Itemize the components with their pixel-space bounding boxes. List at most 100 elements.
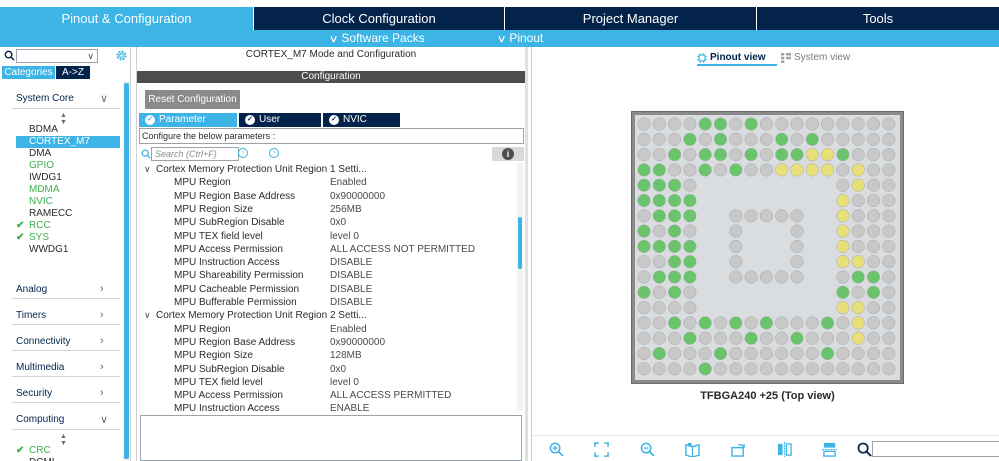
bga-pin[interactable]	[790, 148, 804, 162]
bga-pin[interactable]	[668, 224, 682, 238]
parameter-value[interactable]: 0x90000000	[330, 336, 386, 348]
tab-tools[interactable]: Tools	[757, 7, 999, 30]
bga-pin[interactable]	[866, 148, 881, 162]
info-button[interactable]: i	[492, 147, 524, 161]
bga-pin[interactable]	[713, 346, 728, 361]
peripheral-item[interactable]: BDMA	[16, 124, 120, 136]
bga-pin[interactable]	[652, 270, 666, 284]
bga-pin[interactable]	[744, 270, 758, 284]
bga-pin[interactable]	[775, 270, 789, 284]
bga-pin[interactable]	[836, 209, 850, 223]
bga-pin[interactable]	[698, 331, 712, 345]
parameter-row[interactable]: MPU TEX field level level 0	[139, 376, 517, 389]
bga-pin[interactable]	[882, 193, 896, 208]
bga-pin[interactable]	[851, 316, 865, 330]
bga-pin[interactable]	[836, 178, 850, 192]
bga-pin[interactable]	[744, 362, 758, 376]
reset-configuration-button[interactable]: Reset Configuration	[145, 90, 240, 109]
mpu-region-header[interactable]: ∨ Cortex Memory Protection Unit Region 1 …	[142, 163, 512, 176]
bga-pin[interactable]	[652, 163, 666, 177]
group-system-core[interactable]: System Core ∨	[16, 93, 109, 105]
bga-pin[interactable]	[729, 270, 743, 284]
bga-pin[interactable]	[668, 117, 682, 131]
bga-pin[interactable]	[652, 362, 666, 376]
bga-pin[interactable]	[637, 193, 651, 208]
search-next-icon[interactable]: ›	[269, 148, 279, 158]
bga-pin[interactable]	[713, 331, 728, 345]
bga-pin[interactable]	[683, 163, 697, 177]
bga-pin[interactable]	[744, 346, 758, 361]
bga-pin[interactable]	[668, 301, 682, 315]
peripheral-item[interactable]: GPIO	[16, 160, 120, 172]
bga-pin[interactable]	[866, 239, 881, 253]
bga-pin[interactable]	[851, 178, 865, 192]
bga-pin[interactable]	[668, 316, 682, 330]
bga-pin[interactable]	[851, 132, 865, 146]
bga-pin[interactable]	[821, 117, 835, 131]
bga-pin[interactable]	[652, 209, 666, 223]
bga-pin[interactable]	[836, 331, 850, 345]
bga-pin[interactable]	[668, 132, 682, 146]
bga-chip-package[interactable]	[631, 111, 904, 384]
bga-pin[interactable]	[759, 209, 773, 223]
group-timers[interactable]: Timers ›	[16, 309, 104, 321]
bga-pin[interactable]	[866, 316, 881, 330]
bga-pin[interactable]	[683, 270, 697, 284]
bga-pin[interactable]	[683, 362, 697, 376]
bga-pin[interactable]	[775, 362, 789, 376]
parameter-value[interactable]: 0x90000000	[330, 190, 386, 202]
bga-pin[interactable]	[821, 316, 835, 330]
bga-pin[interactable]	[729, 132, 743, 146]
bga-pin[interactable]	[805, 163, 819, 177]
bga-pin[interactable]	[775, 331, 789, 345]
bga-pin[interactable]	[775, 148, 789, 162]
sidebar-search-combo[interactable]: ∨	[16, 49, 98, 63]
bga-pin[interactable]	[882, 255, 896, 269]
bga-pin[interactable]	[637, 117, 651, 131]
bga-pin[interactable]	[713, 117, 728, 131]
bga-pin[interactable]	[790, 239, 804, 253]
bga-pin[interactable]	[882, 163, 896, 177]
bga-pin[interactable]	[759, 163, 773, 177]
bga-pin[interactable]	[729, 362, 743, 376]
bga-pin[interactable]	[668, 239, 682, 253]
bga-pin[interactable]	[698, 346, 712, 361]
fit-to-window-icon[interactable]	[594, 442, 609, 457]
peripheral-item[interactable]: ✔ CRC	[16, 445, 120, 457]
bga-pin[interactable]	[744, 316, 758, 330]
tab-clock-configuration[interactable]: Clock Configuration	[254, 7, 504, 30]
bga-pin[interactable]	[851, 148, 865, 162]
bga-pin[interactable]	[683, 209, 697, 223]
bga-pin[interactable]	[882, 148, 896, 162]
bga-pin[interactable]	[759, 132, 773, 146]
bga-pin[interactable]	[759, 316, 773, 330]
bga-pin[interactable]	[866, 224, 881, 238]
bga-pin[interactable]	[683, 331, 697, 345]
bga-pin[interactable]	[882, 270, 896, 284]
tab-categories[interactable]: Categories	[2, 66, 55, 79]
tab-system-view[interactable]: System view	[781, 51, 861, 66]
bga-pin[interactable]	[790, 224, 804, 238]
bga-pin[interactable]	[729, 255, 743, 269]
bga-pin[interactable]	[637, 316, 651, 330]
bga-pin[interactable]	[882, 301, 896, 315]
bga-pin[interactable]	[759, 270, 773, 284]
bga-pin[interactable]	[668, 285, 682, 299]
group-analog[interactable]: Analog ›	[16, 283, 104, 295]
bga-pin[interactable]	[866, 285, 881, 299]
tab-a-to-z[interactable]: A->Z	[56, 66, 90, 79]
software-packs-menu[interactable]: ∨ Software Packs	[329, 30, 425, 47]
bga-pin[interactable]	[821, 163, 835, 177]
search-previous-icon[interactable]: ‹	[238, 148, 248, 158]
group-computing[interactable]: Computing ∨	[16, 414, 109, 426]
parameter-value[interactable]: 0x0	[330, 217, 347, 229]
bga-pin[interactable]	[866, 346, 881, 361]
bga-pin[interactable]	[652, 178, 666, 192]
bga-pin[interactable]	[698, 163, 712, 177]
bga-pin[interactable]	[668, 331, 682, 345]
bga-pin[interactable]	[744, 209, 758, 223]
parameter-row[interactable]: MPU Region Enabled	[139, 176, 517, 189]
bga-pin[interactable]	[668, 209, 682, 223]
bga-pin[interactable]	[775, 117, 789, 131]
bga-pin[interactable]	[668, 346, 682, 361]
